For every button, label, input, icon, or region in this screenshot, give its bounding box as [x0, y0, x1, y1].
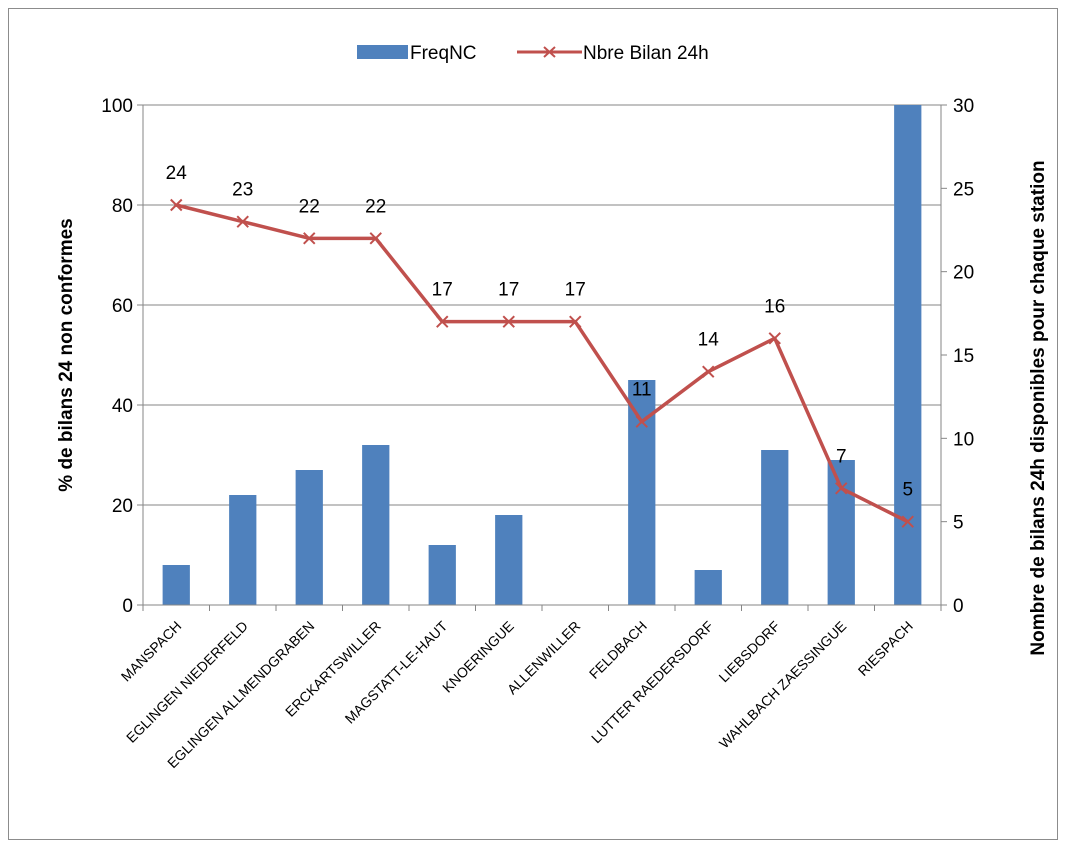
chart-frame	[8, 8, 1058, 840]
y-tick-label: 60	[112, 296, 133, 317]
data-label: 17	[565, 280, 586, 301]
bar	[628, 380, 656, 605]
line-marker	[369, 232, 382, 245]
y2-tick-label: 10	[953, 429, 974, 450]
line-marker	[303, 232, 316, 245]
line-marker	[236, 215, 249, 228]
data-label: 24	[166, 163, 188, 184]
data-label: 22	[365, 196, 386, 217]
category-label: FELDBACH	[586, 618, 650, 682]
bar	[495, 515, 523, 605]
data-label: 5	[902, 480, 913, 501]
bar	[428, 545, 456, 605]
data-label: 23	[232, 180, 253, 201]
line-marker	[901, 515, 914, 528]
bar-series	[162, 105, 922, 605]
legend: FreqNC Nbre Bilan 24h	[357, 43, 709, 64]
category-label: EGLINGEN NIEDERFELD	[123, 618, 251, 746]
bar	[694, 570, 722, 605]
data-label: 17	[498, 280, 519, 301]
y-tick-label: 0	[122, 596, 133, 617]
category-label: LIEBSDORF	[715, 618, 782, 685]
category-label: RIESPACH	[855, 618, 916, 679]
category-label: MANSPACH	[118, 618, 185, 685]
data-label: 22	[299, 196, 320, 217]
y-tick-label: 20	[112, 496, 133, 517]
gridlines	[143, 104, 941, 506]
line-marker	[436, 315, 449, 328]
bar	[362, 445, 390, 605]
axes	[137, 104, 947, 611]
line-marker	[569, 315, 582, 328]
data-labels: 24 23 22 22 17 17 17 11 14 16 7 5	[166, 163, 913, 501]
data-label: 16	[764, 296, 785, 317]
data-label: 11	[632, 380, 652, 401]
y2-tick-label: 25	[953, 179, 974, 200]
category-label: LUTTER RAEDERSDORF	[588, 618, 716, 746]
bar	[295, 470, 323, 605]
line-series	[170, 198, 914, 528]
category-label: EGLINGEN ALLMENDGRABEN	[164, 618, 317, 771]
data-label: 7	[836, 446, 847, 467]
y2-tick-label: 30	[953, 96, 974, 117]
line-marker	[835, 482, 848, 495]
tick-labels: 0 20 40 60 80 100 0 5 10 15 20 25 30	[101, 96, 974, 617]
series-line	[175, 203, 909, 524]
bar	[229, 495, 257, 605]
y-tick-label: 80	[112, 196, 133, 217]
y2-tick-label: 0	[953, 596, 964, 617]
bar	[827, 460, 855, 605]
legend-marker-nbre	[543, 46, 556, 58]
data-label: 17	[432, 280, 453, 301]
line-marker	[702, 365, 715, 378]
y2-tick-label: 15	[953, 346, 974, 367]
y2-axis-title: Nombre de bilans 24h disponibles pour ch…	[1028, 160, 1049, 655]
legend-label-freqnc: FreqNC	[410, 43, 477, 64]
data-label: 14	[698, 330, 720, 351]
line-marker	[635, 415, 648, 428]
y-axis-title: % de bilans 24 non conformes	[56, 218, 77, 491]
legend-label-nbre: Nbre Bilan 24h	[583, 43, 709, 64]
line-marker	[502, 315, 515, 328]
y2-tick-label: 5	[953, 513, 964, 534]
category-label: WAHLBACH ZAESSINGUE	[716, 618, 850, 752]
bar	[894, 105, 922, 605]
y-tick-label: 40	[112, 396, 133, 417]
y-tick-label: 100	[101, 96, 133, 117]
legend-swatch-freqnc	[357, 45, 408, 59]
y2-tick-label: 20	[953, 263, 974, 284]
bar	[162, 565, 190, 605]
line-marker	[768, 332, 781, 345]
bar	[761, 450, 789, 605]
line-marker	[170, 198, 183, 212]
